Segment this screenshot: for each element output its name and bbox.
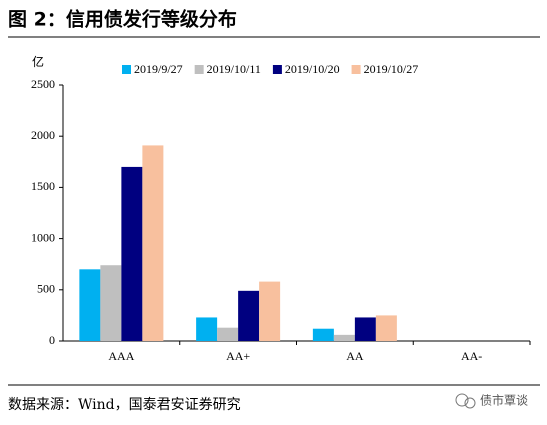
x-tick-label: AA xyxy=(346,349,364,363)
watermark: 债市覃谈 xyxy=(480,393,528,408)
legend-label: 2019/10/11 xyxy=(207,62,261,76)
x-tick-label: AA+ xyxy=(226,349,250,363)
bar xyxy=(354,317,376,341)
legend-label: 2019/10/20 xyxy=(285,62,340,76)
bar xyxy=(142,145,164,341)
y-tick-label: 500 xyxy=(37,282,55,296)
legend-label: 2019/9/27 xyxy=(134,62,183,76)
bar xyxy=(217,327,239,341)
y-tick-label: 1000 xyxy=(31,230,55,244)
y-tick-label: 2000 xyxy=(31,128,55,142)
bar xyxy=(79,269,101,341)
watermark-icon xyxy=(455,393,476,409)
y-axis-label: 亿 xyxy=(32,54,44,69)
bar xyxy=(238,290,260,341)
legend-swatch xyxy=(272,65,282,74)
bar xyxy=(196,317,218,341)
bar xyxy=(333,334,355,341)
legend-label: 2019/10/27 xyxy=(364,62,419,76)
page-title: 图 2：信用债发行等级分布 xyxy=(8,8,237,31)
y-tick-label: 2500 xyxy=(31,77,55,91)
source-note: 数据来源：Wind，国泰君安证券研究 xyxy=(8,397,241,413)
legend-swatch xyxy=(122,65,131,74)
x-tick-label: AA- xyxy=(461,349,482,363)
bar xyxy=(100,265,122,341)
y-tick-label: 1500 xyxy=(31,179,55,193)
bar xyxy=(259,281,281,341)
x-tick-label: AAA xyxy=(108,349,134,363)
bar xyxy=(375,315,397,341)
y-tick-label: 0 xyxy=(49,333,55,347)
bar xyxy=(121,166,143,341)
legend-swatch xyxy=(351,65,361,74)
legend-swatch xyxy=(194,65,204,74)
bar xyxy=(312,328,334,341)
